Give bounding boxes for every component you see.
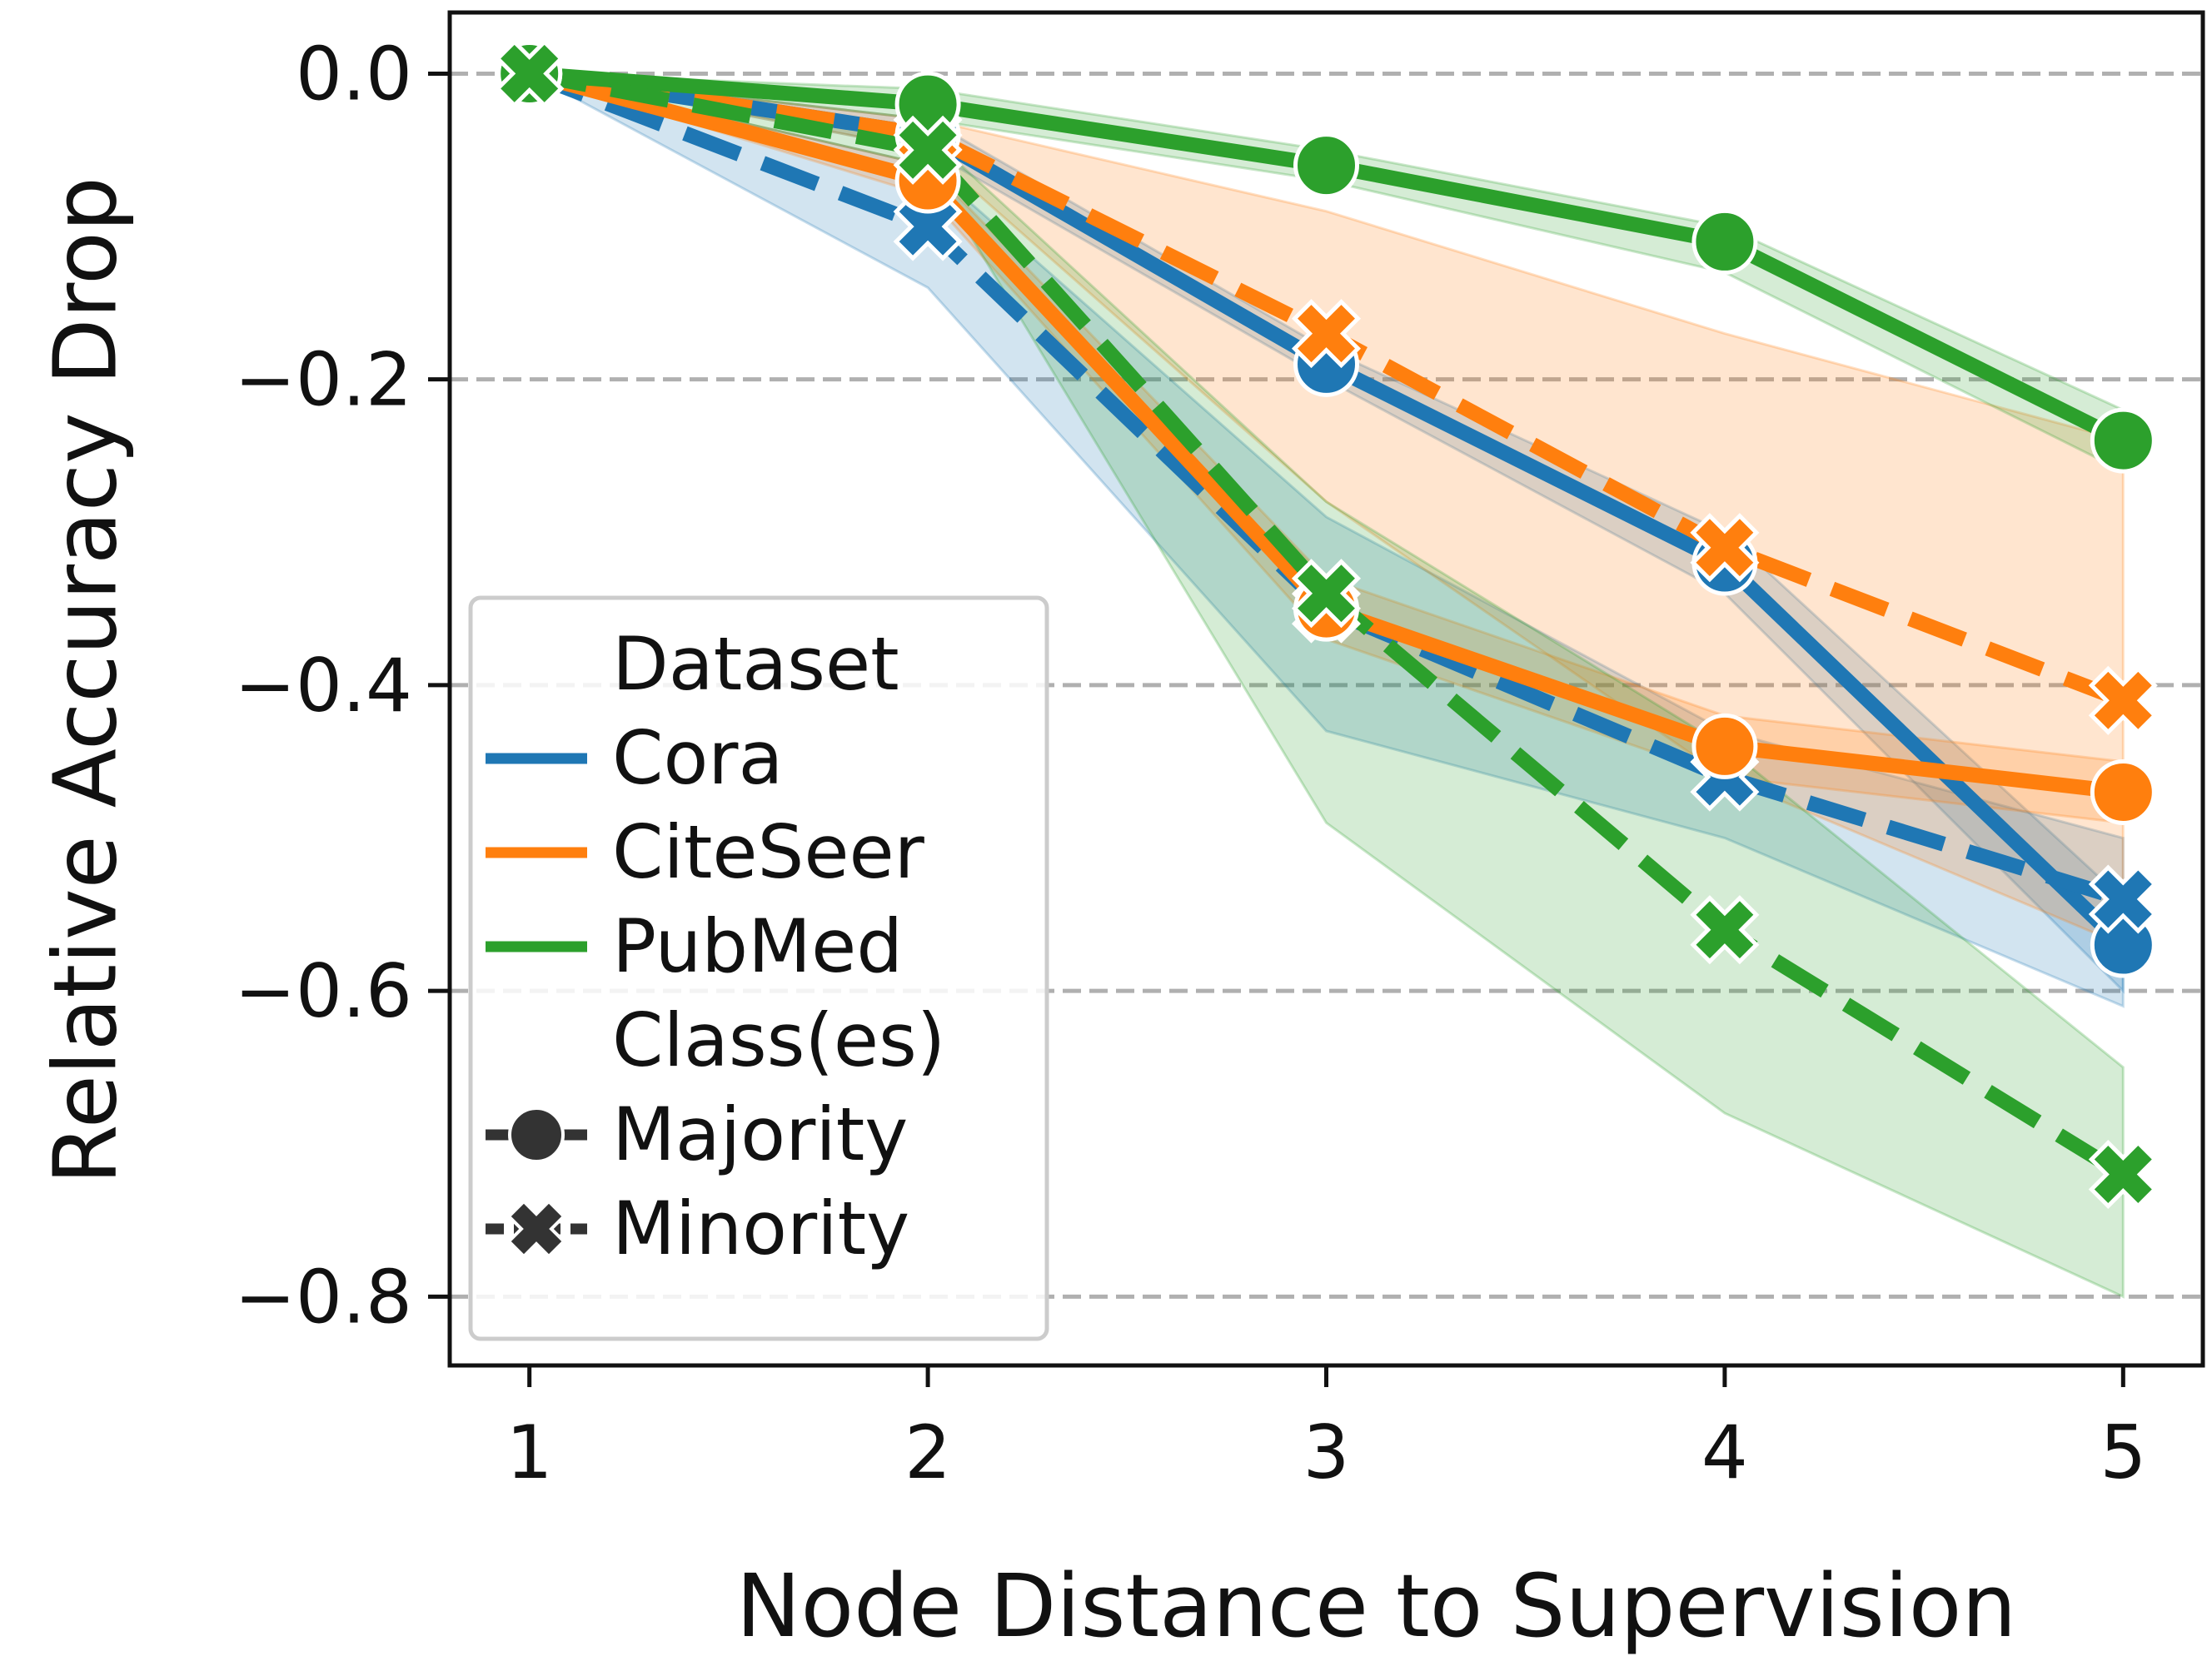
point-pubmed-minority: [1291, 559, 1362, 629]
point-pubmed-minority: [495, 38, 565, 108]
legend-title-classes: Class(es): [612, 997, 945, 1083]
point-citeseer-minority: [1291, 299, 1362, 369]
y-tick-label: −0.2: [234, 337, 412, 423]
x-tick-label: 2: [904, 1410, 951, 1495]
legend-label-majority: Majority: [612, 1092, 908, 1177]
point-cora-minority: [2088, 864, 2158, 934]
point-pubmed-minority: [1690, 895, 1760, 965]
y-tick-label: −0.6: [234, 948, 412, 1034]
y-tick-label: 0.0: [296, 31, 412, 117]
x-tick-label: 4: [1701, 1410, 1748, 1495]
series-markers: [495, 38, 2158, 1210]
point-pubmed-majority: [2090, 407, 2156, 474]
point-citeseer-minority: [2088, 665, 2158, 735]
x-tick-label: 5: [2100, 1410, 2146, 1495]
point-citeseer-majority: [1691, 713, 1758, 779]
y-tick-label: −0.4: [234, 643, 412, 729]
legend-title-dataset: Dataset: [612, 621, 899, 707]
legend-marker-majority: [508, 1107, 565, 1163]
point-pubmed-minority: [2088, 1139, 2158, 1210]
axis-ticks: 0.0 −0.2 −0.4 −0.6 −0.8 1 2 3 4 5: [234, 31, 2146, 1495]
legend-class-items: Majority Minority: [486, 1092, 909, 1271]
line-cora-minority: [526, 66, 2125, 907]
x-tick-label: 3: [1303, 1410, 1350, 1495]
legend-box: [468, 595, 1049, 1341]
y-axis-label: Relative Accuracy Drop: [34, 177, 136, 1185]
x-tick-label: 1: [506, 1410, 553, 1495]
point-citeseer-minority: [1690, 513, 1760, 583]
y-tick-label: −0.8: [234, 1254, 412, 1340]
legend-marker-minority: [506, 1199, 566, 1259]
legend-label-citeseer: CiteSeer: [612, 809, 925, 895]
point-pubmed-minority: [893, 115, 963, 185]
point-pubmed-majority: [1293, 132, 1359, 199]
legend-label-cora: Cora: [612, 715, 783, 801]
legend-label-minority: Minority: [612, 1186, 909, 1271]
point-citeseer-majority: [2090, 758, 2156, 825]
x-axis-label: Node Distance to Supervision: [736, 1555, 2017, 1657]
legend-label-pubmed: PubMed: [612, 903, 903, 989]
point-pubmed-majority: [1691, 208, 1758, 275]
